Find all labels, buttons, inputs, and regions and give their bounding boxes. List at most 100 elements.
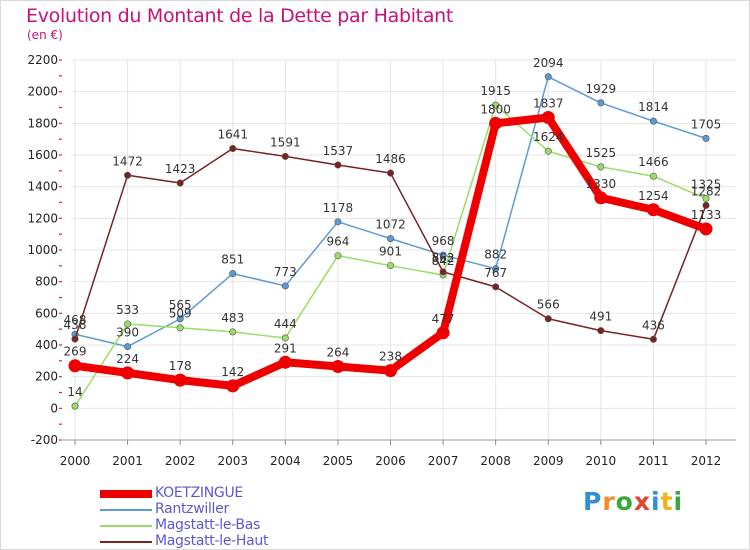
data-label-magstatt-le-bas: 509 — [169, 307, 192, 321]
data-label-magstatt-le-haut: 1537 — [323, 144, 354, 158]
data-point-koetzingue — [226, 379, 240, 393]
data-label-koetzingue: 1330 — [586, 177, 617, 191]
x-tick-label: 2002 — [165, 454, 196, 468]
data-label-magstatt-le-bas: 14 — [67, 385, 82, 399]
data-label-magstatt-le-bas: 964 — [326, 235, 349, 249]
legend-label: KOETZINGUE — [155, 485, 243, 501]
data-point-rantzwiller — [124, 343, 132, 351]
data-label-koetzingue: 477 — [432, 312, 455, 326]
data-label-magstatt-le-haut: 1282 — [691, 184, 722, 198]
data-label-magstatt-le-haut: 1472 — [112, 154, 143, 168]
data-point-koetzingue — [68, 359, 82, 373]
data-point-magstatt-le-haut — [649, 335, 657, 343]
data-label-rantzwiller: 1929 — [586, 82, 617, 96]
data-point-magstatt-le-bas — [597, 163, 605, 171]
data-label-rantzwiller: 390 — [116, 326, 139, 340]
legend-label: Magstatt-le-Haut — [155, 533, 269, 549]
data-point-koetzingue — [594, 191, 608, 205]
data-label-magstatt-le-bas: 533 — [116, 303, 139, 317]
data-point-magstatt-le-haut — [334, 161, 342, 169]
data-point-magstatt-le-haut — [597, 327, 605, 335]
logo-letter: t — [660, 487, 674, 516]
data-label-rantzwiller: 851 — [221, 253, 244, 267]
data-label-rantzwiller: 968 — [432, 234, 455, 248]
data-point-magstatt-le-bas — [334, 252, 342, 260]
data-label-rantzwiller: 773 — [274, 265, 297, 279]
legend-swatch — [100, 490, 152, 498]
y-tick-label: -200 — [31, 433, 58, 447]
x-tick-label: 2000 — [60, 454, 91, 468]
data-point-rantzwiller — [649, 117, 657, 125]
data-point-magstatt-le-haut — [281, 152, 289, 160]
data-point-magstatt-le-bas — [229, 328, 237, 336]
data-point-magstatt-le-bas — [492, 101, 500, 109]
data-label-koetzingue: 142 — [221, 365, 244, 379]
data-label-koetzingue: 178 — [169, 359, 192, 373]
data-point-rantzwiller — [597, 99, 605, 107]
data-point-rantzwiller — [334, 218, 342, 226]
data-label-magstatt-le-haut: 767 — [484, 266, 507, 280]
data-point-magstatt-le-bas — [71, 402, 79, 410]
grid — [71, 59, 736, 441]
data-point-magstatt-le-haut — [71, 335, 79, 343]
logo-letter: i — [673, 487, 684, 516]
x-tick-label: 2012 — [691, 454, 722, 468]
data-point-rantzwiller — [229, 270, 237, 278]
y-tick-label: 600 — [35, 306, 58, 320]
y-tick-label: 2000 — [27, 85, 58, 99]
data-point-koetzingue — [384, 364, 397, 378]
x-tick-label: 2004 — [270, 454, 301, 468]
y-tick-label: 400 — [35, 338, 58, 352]
data-point-magstatt-le-bas — [124, 320, 132, 328]
data-label-magstatt-le-haut: 862 — [432, 251, 455, 265]
data-point-koetzingue — [331, 360, 345, 374]
data-label-magstatt-le-haut: 1486 — [375, 152, 406, 166]
data-point-magstatt-le-bas — [386, 262, 394, 270]
x-tick-label: 2010 — [586, 454, 617, 468]
data-label-rantzwiller: 1072 — [375, 218, 406, 232]
data-point-magstatt-le-haut — [124, 171, 132, 179]
data-label-magstatt-le-bas: 1466 — [638, 155, 669, 169]
legend-swatch — [100, 509, 152, 511]
series-lines — [68, 73, 713, 410]
data-label-rantzwiller: 1705 — [691, 117, 722, 131]
data-point-magstatt-le-haut — [229, 145, 237, 153]
y-tick-label: 1000 — [27, 243, 58, 257]
legend-label: Magstatt-le-Bas — [155, 517, 260, 533]
data-point-magstatt-le-bas — [649, 172, 657, 180]
legend-label: Rantzwiller — [155, 501, 229, 517]
logo-letter: i — [651, 487, 661, 516]
x-tick-label: 2011 — [638, 454, 669, 468]
logo-letter: P — [583, 487, 603, 516]
data-label-koetzingue: 1800 — [480, 102, 511, 116]
data-point-magstatt-le-haut — [176, 179, 184, 187]
data-point-koetzingue — [541, 110, 555, 124]
data-label-rantzwiller: 2094 — [533, 56, 564, 70]
legend-swatch — [100, 541, 152, 543]
data-point-koetzingue — [121, 366, 135, 380]
data-point-magstatt-le-bas — [702, 195, 710, 203]
data-label-koetzingue: 1837 — [533, 96, 564, 110]
data-label-rantzwiller: 882 — [484, 248, 507, 262]
x-tick-label: 2006 — [375, 454, 406, 468]
data-point-magstatt-le-haut — [492, 283, 500, 291]
data-label-magstatt-le-haut: 566 — [537, 298, 560, 312]
data-label-magstatt-le-bas: 901 — [379, 245, 402, 259]
data-label-rantzwiller: 1178 — [323, 201, 354, 215]
x-tick-label: 2001 — [112, 454, 143, 468]
data-point-koetzingue — [489, 116, 503, 130]
data-point-rantzwiller — [544, 73, 552, 81]
chart-title: Evolution du Montant de la Dette par Hab… — [26, 5, 454, 27]
data-label-koetzingue: 1254 — [638, 189, 669, 203]
data-label-magstatt-le-bas: 1525 — [586, 146, 617, 160]
data-point-koetzingue — [436, 326, 450, 340]
data-point-magstatt-le-haut — [702, 201, 710, 209]
proxiti-logo: Proxiti — [583, 487, 683, 516]
data-label-magstatt-le-haut: 1591 — [270, 135, 301, 149]
data-point-rantzwiller — [492, 265, 500, 273]
data-point-rantzwiller — [386, 235, 394, 243]
data-label-magstatt-le-bas: 1624 — [533, 130, 564, 144]
y-tick-label: 2200 — [27, 53, 58, 67]
x-tick-label: 2005 — [323, 454, 354, 468]
